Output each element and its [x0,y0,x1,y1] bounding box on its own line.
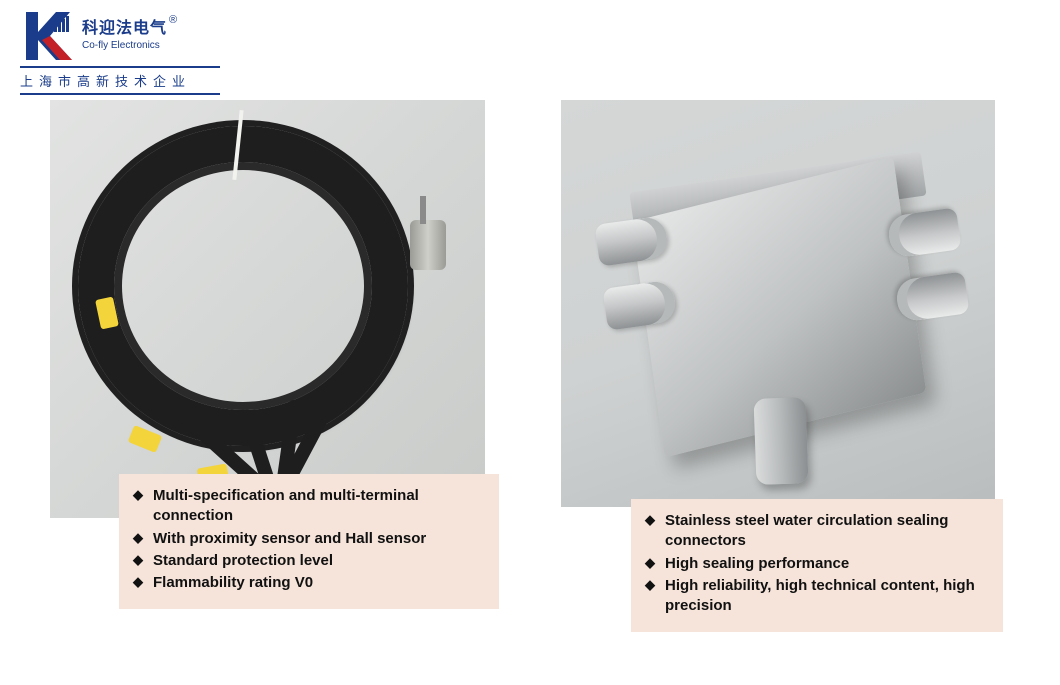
brand-name-cn: 科迎法电气 [82,20,167,37]
bullet-item: High sealing performance [645,554,989,574]
bullet-item: High reliability, high technical content… [645,576,989,617]
panel-wiring-harness: Multi-specification and multi-terminal c… [50,100,485,632]
bullet-item: Standard protection level [133,551,485,571]
caption-harness: Multi-specification and multi-terminal c… [119,474,499,609]
registered-mark: ® [169,14,177,26]
label-band-icon [128,425,163,453]
bullet-item: Multi-specification and multi-terminal c… [133,486,485,527]
product-image-harness [50,100,485,518]
brand-logo: 科迎法电气® Co-fly Electronics 上海市高新技术企业 [20,8,220,95]
bullet-item: With proximity sensor and Hall sensor [133,529,485,549]
proximity-sensor-icon [410,220,446,270]
bullet-item: Flammability rating V0 [133,573,485,593]
panel-steel-connector: Stainless steel water circulation sealin… [561,100,995,632]
logo-mark [20,8,76,64]
product-panels: Multi-specification and multi-terminal c… [50,100,1030,632]
cable-coil-icon [78,126,408,446]
product-image-connector [561,100,995,507]
brand-name-en: Co-fly Electronics [82,40,177,51]
brand-subline: 上海市高新技术企业 [20,71,220,90]
caption-connector: Stainless steel water circulation sealin… [631,499,1003,632]
bullet-item: Stainless steel water circulation sealin… [645,511,989,552]
nozzle-bottom-icon [754,397,809,485]
